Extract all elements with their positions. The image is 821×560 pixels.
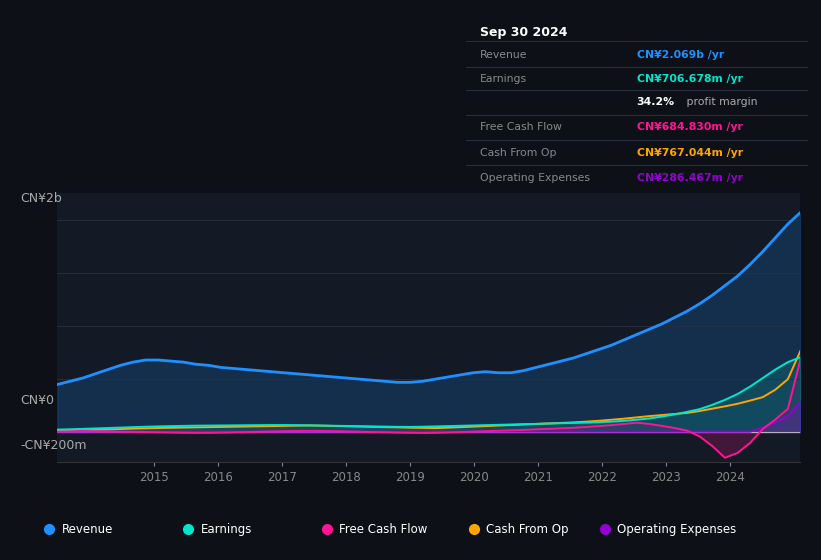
Text: CN¥0: CN¥0: [21, 394, 54, 407]
Text: CN¥2b: CN¥2b: [21, 192, 62, 206]
Text: Earnings: Earnings: [200, 522, 252, 536]
Text: Earnings: Earnings: [480, 74, 527, 84]
Text: Sep 30 2024: Sep 30 2024: [480, 26, 567, 39]
Text: Free Cash Flow: Free Cash Flow: [480, 123, 562, 132]
Text: Operating Expenses: Operating Expenses: [480, 173, 590, 183]
Text: Cash From Op: Cash From Op: [486, 522, 569, 536]
Text: CN¥684.830m /yr: CN¥684.830m /yr: [637, 123, 742, 132]
Text: Free Cash Flow: Free Cash Flow: [340, 522, 428, 536]
Text: profit margin: profit margin: [683, 97, 757, 107]
Text: CN¥2.069b /yr: CN¥2.069b /yr: [637, 50, 724, 59]
Text: Revenue: Revenue: [62, 522, 113, 536]
Text: CN¥706.678m /yr: CN¥706.678m /yr: [637, 74, 743, 84]
Text: CN¥286.467m /yr: CN¥286.467m /yr: [637, 173, 743, 183]
Text: -CN¥200m: -CN¥200m: [21, 438, 87, 452]
Text: CN¥767.044m /yr: CN¥767.044m /yr: [637, 148, 743, 158]
Text: 34.2%: 34.2%: [637, 97, 675, 107]
Text: Operating Expenses: Operating Expenses: [617, 522, 736, 536]
Text: Revenue: Revenue: [480, 50, 527, 59]
Text: Cash From Op: Cash From Op: [480, 148, 557, 158]
